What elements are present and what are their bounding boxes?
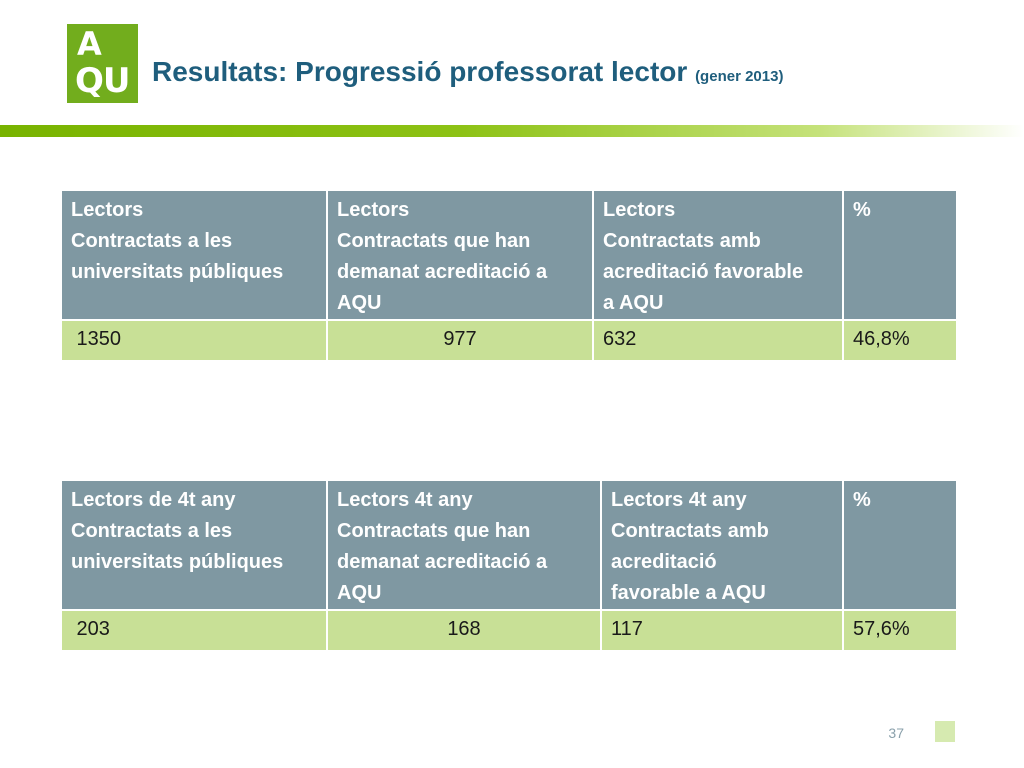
cell-favorable: 632 bbox=[592, 319, 844, 362]
cell-percent: 46,8% bbox=[842, 319, 958, 362]
lectors-table: Lectors Contractats a les universitats púb… bbox=[60, 189, 958, 362]
page-title-main: Resultats: Progressió professorat lector bbox=[152, 56, 688, 87]
page-title-date: (gener 2013) bbox=[695, 68, 784, 85]
lectors-4t-any-table: Lectors de 4t any Contractats a les univer… bbox=[60, 479, 958, 652]
header-cell: % bbox=[842, 479, 958, 611]
table-header-row: Lectors de 4t any Contractats a les univer… bbox=[60, 479, 958, 611]
cell-requested: 977 bbox=[326, 319, 594, 362]
page-title: Resultats: Progressió professorat lector… bbox=[152, 55, 783, 94]
logo-letters-qu: QU bbox=[75, 61, 131, 101]
header-cell: % bbox=[842, 189, 958, 321]
cell-total: 203 bbox=[60, 609, 328, 652]
header-cell: Lectors 4t any Contractats amb acreditació… bbox=[600, 479, 844, 611]
cell-percent: 57,6% bbox=[842, 609, 958, 652]
logo-letter-a: A bbox=[77, 25, 102, 63]
page-number: 37 bbox=[888, 725, 904, 741]
cell-favorable: 117 bbox=[600, 609, 844, 652]
header-cell: Lectors Contractats a les universitats púb… bbox=[60, 189, 328, 321]
header-cell: Lectors Contractats que han demanat acredi… bbox=[326, 189, 594, 321]
header-cell: Lectors 4t any Contractats que han demanat… bbox=[326, 479, 602, 611]
page-marker-square bbox=[935, 721, 955, 742]
cell-total: 1350 bbox=[60, 319, 328, 362]
aqu-logo: A QU bbox=[67, 24, 138, 103]
table-row: 203 168 117 57,6% bbox=[60, 609, 958, 652]
header-gradient-bar bbox=[0, 125, 1024, 137]
header-cell: Lectors Contractats amb acreditació favora… bbox=[592, 189, 844, 321]
table-header-row: Lectors Contractats a les universitats púb… bbox=[60, 189, 958, 321]
cell-requested: 168 bbox=[326, 609, 602, 652]
header-cell: Lectors de 4t any Contractats a les univer… bbox=[60, 479, 328, 611]
table-row: 1350 977 632 46,8% bbox=[60, 319, 958, 362]
